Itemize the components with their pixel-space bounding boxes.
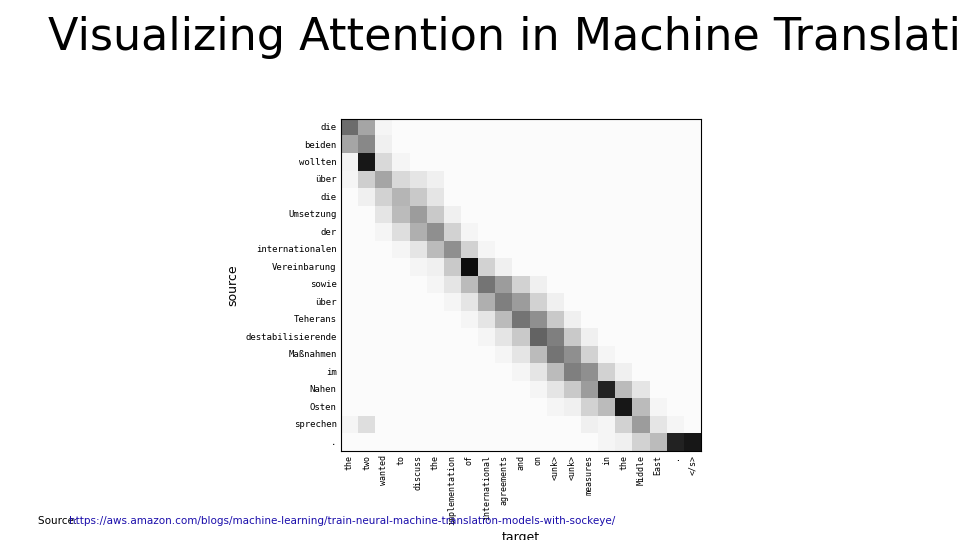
- Y-axis label: source: source: [227, 264, 240, 306]
- X-axis label: target: target: [502, 531, 540, 540]
- Text: Source:: Source:: [38, 516, 82, 526]
- Text: Visualizing Attention in Machine Translation (2): Visualizing Attention in Machine Transla…: [48, 16, 960, 59]
- Text: https://aws.amazon.com/blogs/machine-learning/train-neural-machine-translation-m: https://aws.amazon.com/blogs/machine-lea…: [69, 516, 615, 526]
